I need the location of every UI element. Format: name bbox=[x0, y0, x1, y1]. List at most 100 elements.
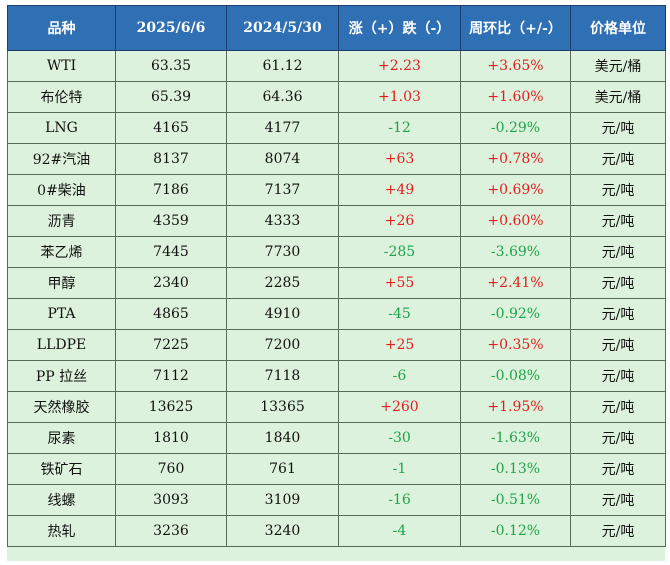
cell-ratio: -0.92% bbox=[460, 298, 571, 330]
cell-name: LLDPE bbox=[7, 329, 116, 361]
cell-change: +2.23 bbox=[338, 50, 461, 82]
cell-value-date2: 7200 bbox=[226, 329, 339, 361]
cell-value-date2: 8074 bbox=[226, 143, 339, 175]
cell-name: 沥青 bbox=[7, 205, 116, 237]
cell-value-date2: 7730 bbox=[226, 236, 339, 268]
cell-unit: 元/吨 bbox=[570, 329, 666, 361]
cell-unit: 元/吨 bbox=[570, 515, 666, 547]
cell-name: 92#汽油 bbox=[7, 143, 116, 175]
cell-ratio: -0.13% bbox=[460, 453, 571, 485]
cell-value-date1: 13625 bbox=[115, 391, 227, 423]
table-row: 天然橡胶 13625 13365 +260 +1.95% 元/吨 bbox=[7, 391, 666, 423]
cell-value-date2: 7137 bbox=[226, 174, 339, 206]
table-row: WTI 63.35 61.12 +2.23 +3.65% 美元/桶 bbox=[7, 50, 666, 82]
cell-name: PTA bbox=[7, 298, 116, 330]
cell-ratio: -0.29% bbox=[460, 112, 571, 144]
cell-unit: 元/吨 bbox=[570, 236, 666, 268]
cell-unit: 元/吨 bbox=[570, 453, 666, 485]
cell-value-date1: 4359 bbox=[115, 205, 227, 237]
header-change: 涨（+）跌（-） bbox=[338, 5, 461, 51]
cell-value-date1: 7445 bbox=[115, 236, 227, 268]
cell-name: WTI bbox=[7, 50, 116, 82]
cell-value-date1: 7112 bbox=[115, 360, 227, 392]
cell-ratio: -0.51% bbox=[460, 484, 571, 516]
table-row: PP 拉丝 7112 7118 -6 -0.08% 元/吨 bbox=[7, 360, 666, 392]
cell-value-date1: 65.39 bbox=[115, 81, 227, 113]
cell-value-date2: 61.12 bbox=[226, 50, 339, 82]
cell-change: +1.03 bbox=[338, 81, 461, 113]
cell-ratio: +0.78% bbox=[460, 143, 571, 175]
cell-name: LNG bbox=[7, 112, 116, 144]
cell-value-date1: 4165 bbox=[115, 112, 227, 144]
header-name: 品种 bbox=[7, 5, 116, 51]
cell-value-date2: 3240 bbox=[226, 515, 339, 547]
table-row: LLDPE 7225 7200 +25 +0.35% 元/吨 bbox=[7, 329, 666, 361]
cell-value-date2: 4910 bbox=[226, 298, 339, 330]
header-row: 品种 2025/6/6 2024/5/30 涨（+）跌（-） 周环比（+/-） … bbox=[7, 5, 666, 51]
cell-unit: 元/吨 bbox=[570, 298, 666, 330]
table-body: WTI 63.35 61.12 +2.23 +3.65% 美元/桶 布伦特 65.39 64.3… bbox=[7, 50, 666, 547]
cell-change: -4 bbox=[338, 515, 461, 547]
cell-change: +55 bbox=[338, 267, 461, 299]
cell-ratio: -1.63% bbox=[460, 422, 571, 454]
header-date2: 2024/5/30 bbox=[226, 5, 339, 51]
cell-change: +63 bbox=[338, 143, 461, 175]
cell-ratio: +0.35% bbox=[460, 329, 571, 361]
cell-value-date1: 8137 bbox=[115, 143, 227, 175]
cell-value-date1: 1810 bbox=[115, 422, 227, 454]
cell-value-date2: 64.36 bbox=[226, 81, 339, 113]
cell-value-date1: 2340 bbox=[115, 267, 227, 299]
table-row: 布伦特 65.39 64.36 +1.03 +1.60% 美元/桶 bbox=[7, 81, 666, 113]
cell-name: 尿素 bbox=[7, 422, 116, 454]
cell-change: -285 bbox=[338, 236, 461, 268]
table-row: 热轧 3236 3240 -4 -0.12% 元/吨 bbox=[7, 515, 666, 547]
cell-unit: 元/吨 bbox=[570, 360, 666, 392]
cell-ratio: +1.60% bbox=[460, 81, 571, 113]
table-row: PTA 4865 4910 -45 -0.92% 元/吨 bbox=[7, 298, 666, 330]
cell-value-date1: 760 bbox=[115, 453, 227, 485]
cell-value-date2: 4177 bbox=[226, 112, 339, 144]
table-row: 甲醇 2340 2285 +55 +2.41% 元/吨 bbox=[7, 267, 666, 299]
cell-name: 甲醇 bbox=[7, 267, 116, 299]
cell-name: PP 拉丝 bbox=[7, 360, 116, 392]
cell-value-date1: 7225 bbox=[115, 329, 227, 361]
cell-ratio: -3.69% bbox=[460, 236, 571, 268]
cell-unit: 元/吨 bbox=[570, 205, 666, 237]
cell-unit: 元/吨 bbox=[570, 484, 666, 516]
cell-ratio: +3.65% bbox=[460, 50, 571, 82]
cell-change: -30 bbox=[338, 422, 461, 454]
cell-value-date2: 3109 bbox=[226, 484, 339, 516]
cell-name: 线螺 bbox=[7, 484, 116, 516]
cell-ratio: -0.12% bbox=[460, 515, 571, 547]
table-row: 苯乙烯 7445 7730 -285 -3.69% 元/吨 bbox=[7, 236, 666, 268]
cell-value-date2: 7118 bbox=[226, 360, 339, 392]
cell-name: 天然橡胶 bbox=[7, 391, 116, 423]
cell-name: 布伦特 bbox=[7, 81, 116, 113]
cell-value-date1: 7186 bbox=[115, 174, 227, 206]
cell-change: -45 bbox=[338, 298, 461, 330]
cell-value-date2: 761 bbox=[226, 453, 339, 485]
table-row: 线螺 3093 3109 -16 -0.51% 元/吨 bbox=[7, 484, 666, 516]
cell-unit: 元/吨 bbox=[570, 267, 666, 299]
cell-value-date1: 4865 bbox=[115, 298, 227, 330]
cell-name: 苯乙烯 bbox=[7, 236, 116, 268]
table-row: 尿素 1810 1840 -30 -1.63% 元/吨 bbox=[7, 422, 666, 454]
cell-change: -12 bbox=[338, 112, 461, 144]
cell-value-date1: 3093 bbox=[115, 484, 227, 516]
cell-value-date2: 2285 bbox=[226, 267, 339, 299]
header-ratio: 周环比（+/-） bbox=[460, 5, 571, 51]
cell-change: +49 bbox=[338, 174, 461, 206]
cell-value-date2: 13365 bbox=[226, 391, 339, 423]
cell-name: 热轧 bbox=[7, 515, 116, 547]
cell-value-date1: 3236 bbox=[115, 515, 227, 547]
cell-ratio: +0.60% bbox=[460, 205, 571, 237]
cell-unit: 元/吨 bbox=[570, 391, 666, 423]
table-row: 铁矿石 760 761 -1 -0.13% 元/吨 bbox=[7, 453, 666, 485]
cell-ratio: +0.69% bbox=[460, 174, 571, 206]
cell-ratio: +2.41% bbox=[460, 267, 571, 299]
table-row: 92#汽油 8137 8074 +63 +0.78% 元/吨 bbox=[7, 143, 666, 175]
table-row: 沥青 4359 4333 +26 +0.60% 元/吨 bbox=[7, 205, 666, 237]
cell-change: -16 bbox=[338, 484, 461, 516]
cell-ratio: +1.95% bbox=[460, 391, 571, 423]
cell-change: +26 bbox=[338, 205, 461, 237]
